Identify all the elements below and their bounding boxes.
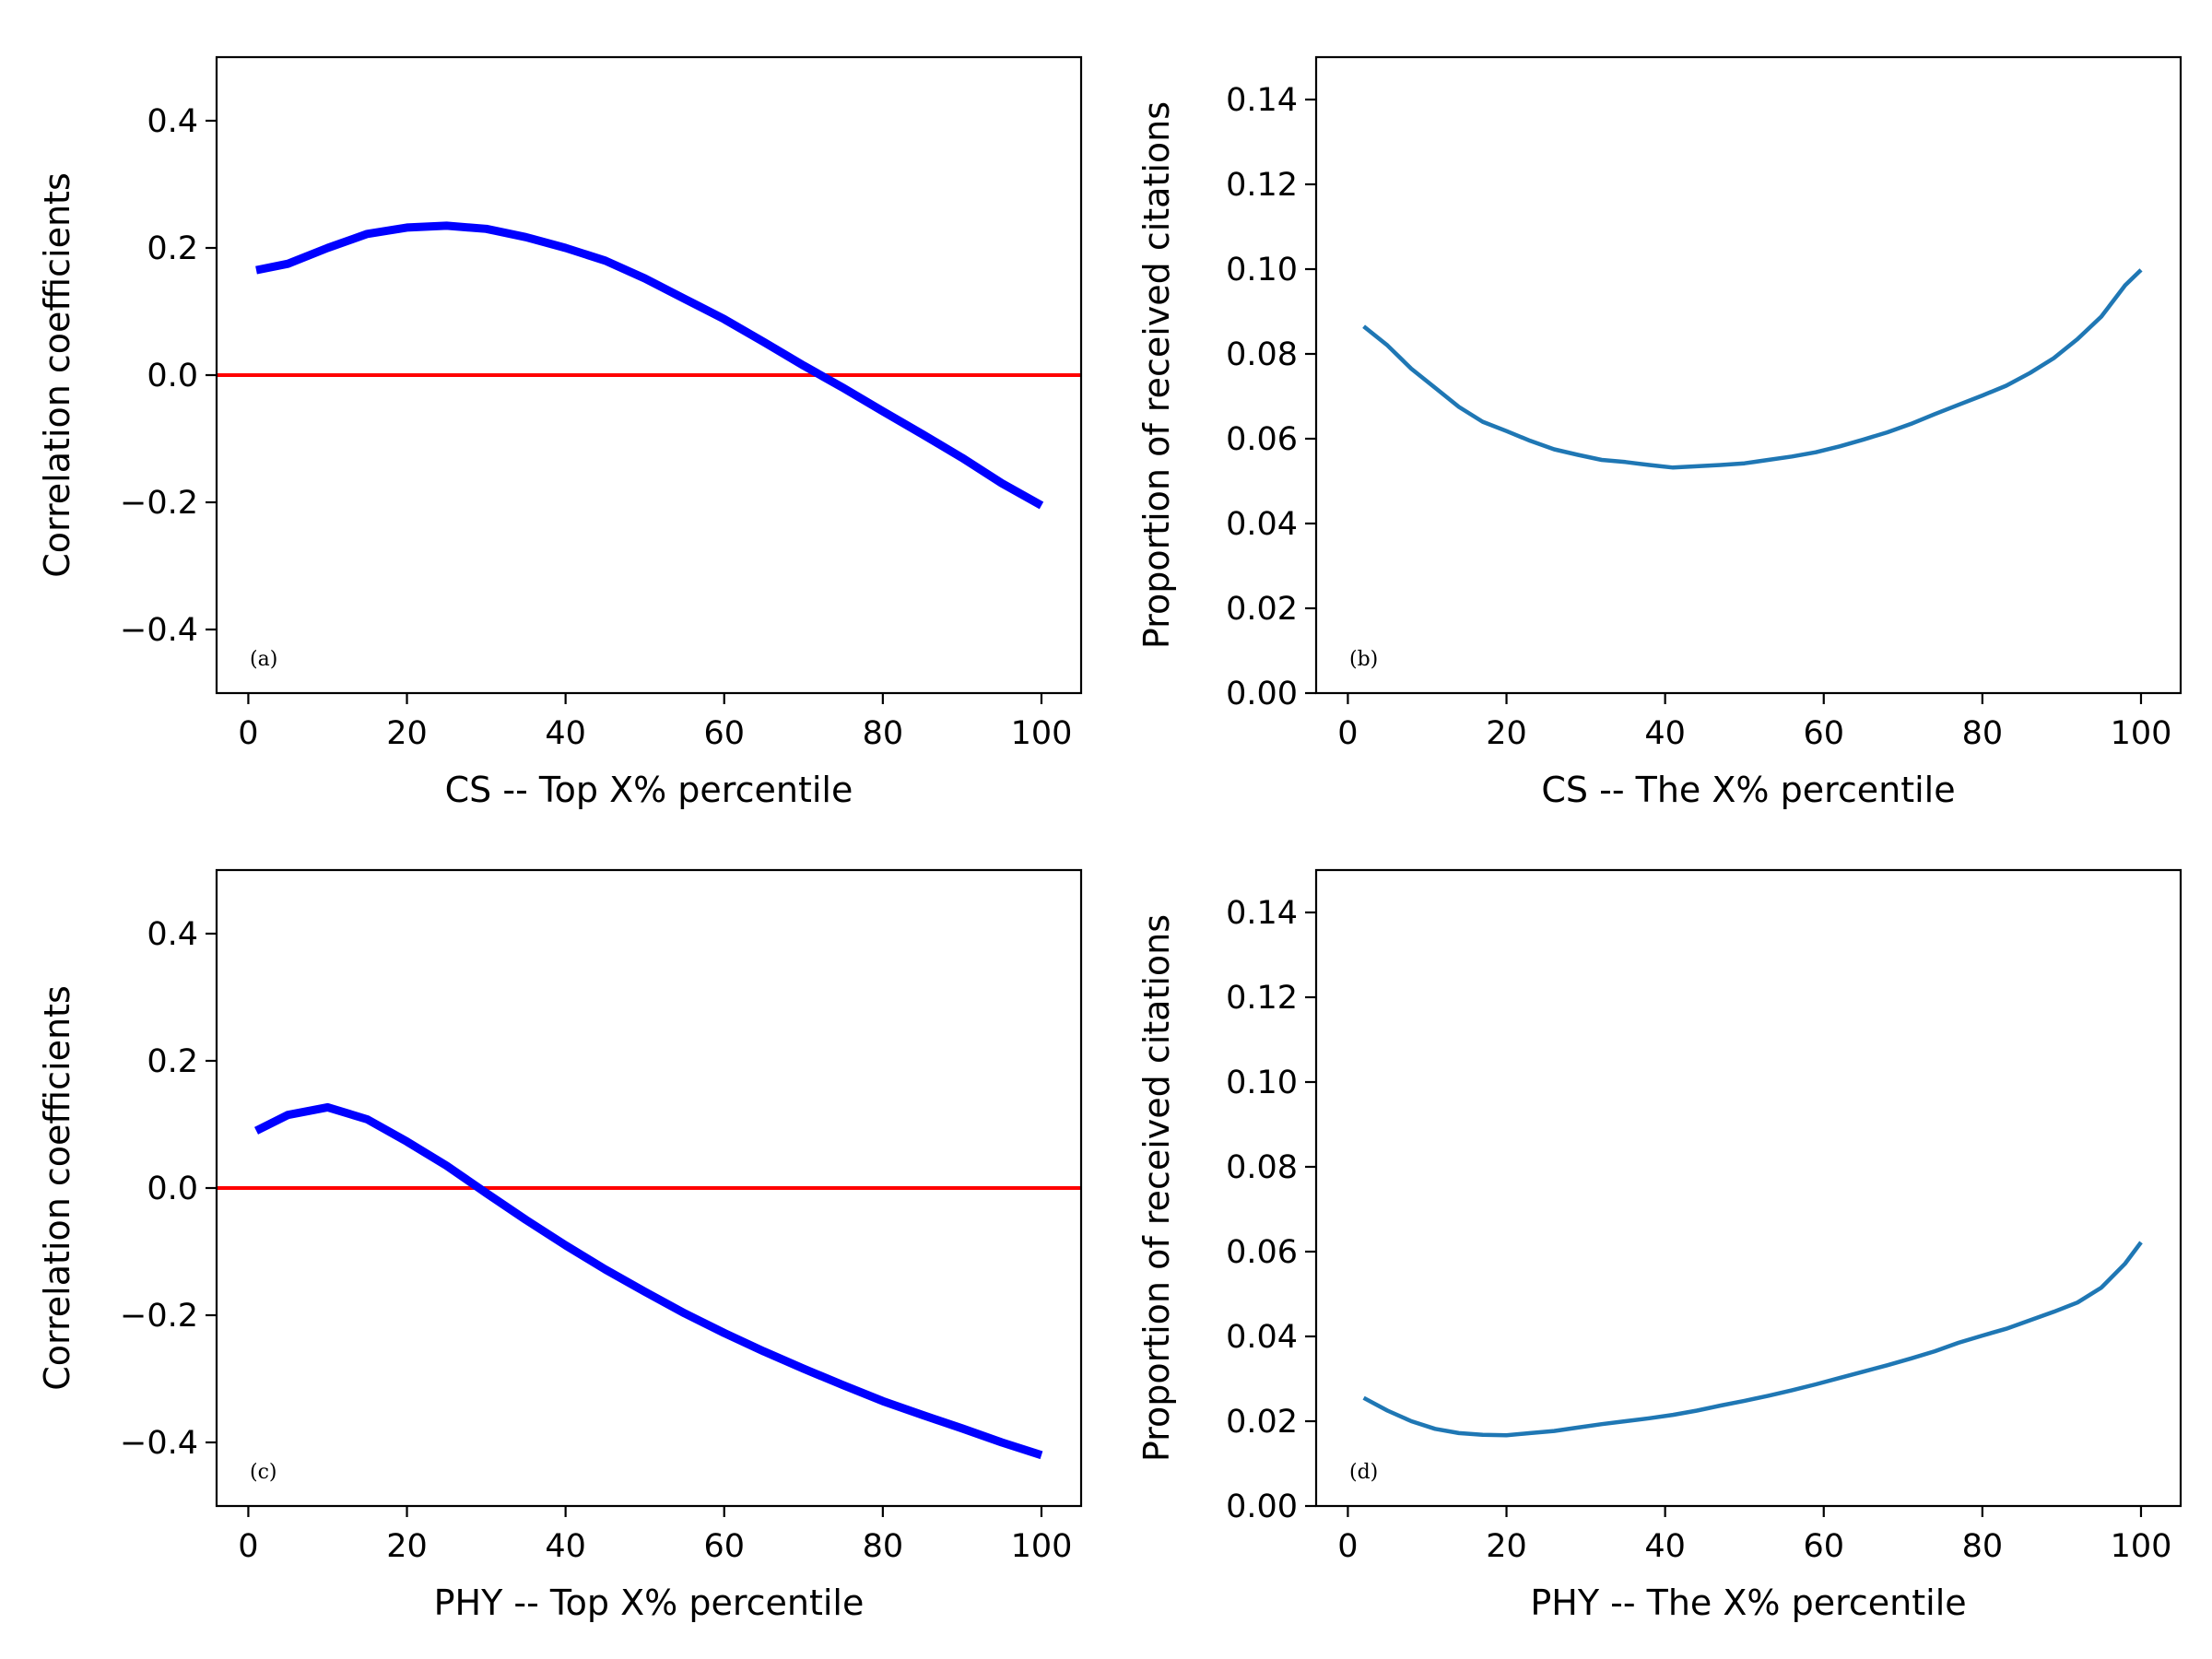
panel-c-x-tick-label: 40 [545, 1528, 586, 1565]
panel-d-panel-label: (d) [1349, 1461, 1378, 1484]
panel-a-y-tick-label: 0.4 [147, 103, 198, 140]
panel-b: 0 20 40 60 80 100 0.00 0.02 0.04 0.06 0.08 0.10 0.12… [1136, 55, 2183, 810]
panel-a-x-axis-label: CS -- Top X% percentile [445, 770, 853, 810]
panel-b-y-tick-label: 0.04 [1226, 506, 1298, 543]
panel-c-y-tick-label: −0.4 [120, 1425, 198, 1462]
panel-c-x-tick-label: 80 [863, 1528, 904, 1565]
panel-c-y-tick-label: 0.4 [147, 916, 198, 953]
panel-d-x-tick-label: 40 [1644, 1528, 1686, 1565]
panel-c-y-axis-label: Correlation coefficients [37, 985, 77, 1391]
panel-a-series-line-0 [255, 221, 1044, 510]
panel-c: 0 20 40 60 80 100 −0.4 −0.2 0.0 0.2 0.4 PHY -- Top … [37, 868, 1083, 1623]
panel-c-panel-label: (c) [250, 1461, 277, 1484]
panel-b-x-axis-label: CS -- The X% percentile [1541, 770, 1955, 810]
panel-a-x-tick-label: 0 [238, 715, 258, 752]
panel-b-series-line-0 [1362, 268, 2143, 470]
panel-a-panel-label: (a) [250, 648, 277, 671]
panel-b-x-tick-label: 40 [1644, 715, 1686, 752]
panel-c-y-tick-label: 0.2 [147, 1043, 198, 1080]
panel-a-x-tick-label: 80 [863, 715, 904, 752]
panel-c-series-line-0 [253, 1102, 1043, 1460]
panel-a-x-tick-label: 100 [1011, 715, 1073, 752]
panel-d: 0 20 40 60 80 100 0.00 0.02 0.04 0.06 0.08 0.10 0.12… [1136, 868, 2183, 1623]
panel-a-y-tick-label: 0.2 [147, 230, 198, 267]
panel-b-x-tick-label: 60 [1803, 715, 1844, 752]
panel-d-y-tick-label: 0.10 [1226, 1065, 1298, 1101]
panel-d-x-tick-label: 20 [1486, 1528, 1527, 1565]
panel-a-x-tick-label: 20 [386, 715, 428, 752]
panel-b-x-tick-label: 0 [1337, 715, 1358, 752]
panel-b-frame [1314, 55, 2183, 695]
panel-d-y-tick-label: 0.14 [1226, 895, 1298, 932]
panel-d-y-tick-label: 0.08 [1226, 1149, 1298, 1186]
panel-a-x-tick-label: 40 [545, 715, 586, 752]
panel-b-y-tick-label: 0.14 [1226, 82, 1298, 119]
panel-a-y-axis-label: Correlation coefficients [37, 172, 77, 578]
panel-b-y-tick-label: 0.12 [1226, 167, 1298, 204]
panel-a-y-tick-label: −0.4 [120, 612, 198, 649]
panel-c-y-tick-label: 0.0 [147, 1171, 198, 1207]
panel-d-x-tick-label: 80 [1962, 1528, 2004, 1565]
panel-c-x-tick-label: 60 [703, 1528, 745, 1565]
panel-d-x-tick-label: 100 [2111, 1528, 2172, 1565]
panel-a: 0 20 40 60 80 100 −0.4 −0.2 0.0 0.2 0.4 CS -- Top X… [37, 55, 1083, 810]
panel-d-y-tick-label: 0.06 [1226, 1234, 1298, 1271]
panel-a-x-tick-label: 60 [703, 715, 745, 752]
panel-b-x-tick-label: 20 [1486, 715, 1527, 752]
panel-c-x-tick-label: 100 [1011, 1528, 1073, 1565]
panel-c-x-tick-label: 20 [386, 1528, 428, 1565]
panel-d-y-tick-label: 0.00 [1226, 1488, 1298, 1525]
panel-b-y-tick-label: 0.06 [1226, 421, 1298, 458]
panel-c-x-tick-label: 0 [238, 1528, 258, 1565]
panel-d-y-axis-label: Proportion of received citations [1136, 914, 1177, 1462]
panel-b-y-tick-label: 0.00 [1226, 676, 1298, 712]
panel-b-y-tick-label: 0.10 [1226, 252, 1298, 288]
panel-a-y-tick-label: −0.2 [120, 485, 198, 522]
panel-b-x-tick-label: 100 [2111, 715, 2172, 752]
panel-d-x-axis-label: PHY -- The X% percentile [1530, 1583, 1966, 1623]
panel-c-x-axis-label: PHY -- Top X% percentile [434, 1583, 865, 1623]
panel-d-frame [1314, 868, 2183, 1508]
panel-d-series-line-0 [1362, 1241, 2143, 1438]
panel-b-y-axis-label: Proportion of received citations [1136, 101, 1177, 649]
panel-d-x-tick-label: 0 [1337, 1528, 1358, 1565]
panel-b-y-tick-label: 0.08 [1226, 336, 1298, 373]
panel-b-x-tick-label: 80 [1962, 715, 2004, 752]
panel-d-y-tick-label: 0.04 [1226, 1319, 1298, 1356]
panel-c-y-tick-label: −0.2 [120, 1298, 198, 1335]
panel-a-y-tick-label: 0.0 [147, 358, 198, 394]
panel-d-x-tick-label: 60 [1803, 1528, 1844, 1565]
panel-d-y-tick-label: 0.12 [1226, 980, 1298, 1017]
panel-b-y-tick-label: 0.02 [1226, 591, 1298, 628]
panel-d-y-tick-label: 0.02 [1226, 1404, 1298, 1441]
panel-b-panel-label: (b) [1349, 648, 1378, 671]
